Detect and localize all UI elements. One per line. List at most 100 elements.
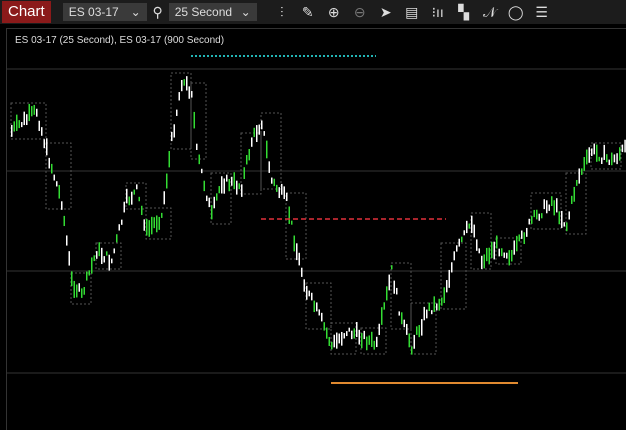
chart-tab[interactable]: Chart: [2, 1, 51, 23]
price-bar: [573, 186, 575, 202]
htf-bar: [330, 322, 357, 355]
price-bar: [306, 285, 308, 300]
price-bar: [586, 149, 588, 165]
zoom-out-icon[interactable]: ⊖: [353, 3, 366, 20]
chevron-down-icon: ⌄: [240, 5, 251, 19]
strategy-icon[interactable]: 𝒩: [482, 3, 497, 20]
price-bar: [591, 148, 593, 157]
price-bar: [141, 205, 143, 216]
price-bar: [258, 124, 260, 135]
price-bar: [171, 131, 173, 142]
htf-bar: [410, 302, 437, 355]
htf-bar: [470, 212, 492, 270]
price-bar: [421, 319, 423, 336]
price-bar: [58, 185, 60, 199]
price-bar: [383, 302, 385, 310]
zoom-in-icon[interactable]: ⊕: [327, 3, 340, 20]
price-bar: [218, 186, 220, 194]
bar-type-icon[interactable]: ⫶: [279, 3, 284, 20]
price-bar: [76, 284, 78, 298]
interval-selector[interactable]: 25 Second ⌄: [168, 3, 257, 21]
chart-panel[interactable]: ES 03-17 (25 Second), ES 03-17 (900 Seco…: [6, 28, 626, 430]
price-bar: [26, 114, 28, 126]
price-bar: [13, 121, 15, 132]
price-bar: [228, 178, 230, 192]
price-bar: [438, 298, 440, 311]
price-bar: [426, 309, 428, 319]
chart-style-icon[interactable]: ⁝ıı: [431, 3, 444, 20]
price-bar: [188, 86, 190, 99]
price-bar: [246, 155, 248, 165]
price-bar: [333, 334, 335, 348]
price-bar: [98, 242, 100, 257]
instrument-selector[interactable]: ES 03-17 ⌄: [62, 3, 147, 21]
templates-icon[interactable]: ▚: [458, 3, 470, 20]
price-bar: [348, 327, 350, 332]
price-bar: [378, 323, 380, 336]
price-bar: [166, 173, 168, 189]
price-bar: [251, 137, 253, 147]
refresh-icon[interactable]: ◯: [507, 3, 524, 20]
price-bar: [271, 177, 273, 184]
price-bar: [558, 211, 560, 225]
chart-toolbar: Chart ES 03-17 ⌄ ⚲ 25 Second ⌄ ⫶ ✎ ⊕ ⊖ ➤ ▤…: [0, 0, 626, 24]
price-bar: [131, 191, 133, 205]
price-bar: [136, 184, 138, 190]
list-icon[interactable]: ☰: [535, 3, 548, 20]
pointer-icon[interactable]: ➤: [379, 3, 392, 20]
price-bar: [486, 247, 488, 262]
price-bar: [356, 321, 358, 338]
price-bar: [186, 76, 188, 91]
price-bar: [386, 286, 388, 301]
price-bar: [621, 144, 624, 153]
price-bar: [468, 223, 470, 229]
price-bar: [563, 222, 565, 227]
price-bar: [293, 235, 295, 252]
price-bar: [238, 183, 240, 190]
price-bar: [256, 125, 258, 143]
price-bar: [624, 139, 626, 153]
price-bar: [566, 222, 568, 232]
price-bar: [68, 251, 70, 266]
price-bar: [606, 154, 608, 163]
price-bar: [101, 247, 103, 265]
price-bar: [481, 255, 483, 269]
instrument-value: ES 03-17: [68, 5, 119, 19]
htf-bar: [125, 182, 147, 210]
price-bar: [63, 215, 65, 227]
price-bar: [501, 248, 503, 257]
price-bar: [241, 184, 243, 197]
price-bar: [53, 174, 55, 181]
price-bar: [121, 219, 123, 225]
price-bar: [308, 290, 310, 297]
price-bar: [578, 168, 580, 184]
price-bar: [23, 111, 25, 126]
price-bar: [206, 195, 208, 202]
price-bar: [223, 178, 225, 194]
chart-title: ES 03-17 (25 Second), ES 03-17 (900 Seco…: [15, 35, 225, 46]
price-bar: [288, 206, 290, 224]
price-bar: [603, 144, 605, 160]
price-bar: [433, 296, 435, 312]
price-bar: [66, 235, 68, 246]
price-bar: [518, 234, 520, 242]
search-icon[interactable]: ⚲: [152, 3, 163, 20]
price-bar: [216, 193, 218, 201]
price-bar: [553, 200, 555, 216]
data-box-icon[interactable]: ▤: [405, 3, 419, 20]
price-bar: [461, 236, 463, 243]
price-bar: [298, 252, 300, 266]
price-bar: [536, 209, 538, 220]
price-plot: [7, 55, 626, 384]
price-bar: [296, 243, 298, 261]
price-bar: [61, 201, 63, 210]
price-bar: [493, 241, 495, 260]
price-bar: [576, 179, 578, 186]
pencil-icon[interactable]: ✎: [301, 3, 314, 20]
price-bar: [311, 292, 313, 301]
price-bar: [453, 251, 455, 261]
price-bar: [473, 224, 475, 238]
price-bar: [88, 270, 90, 276]
price-bar: [448, 269, 450, 288]
price-bar: [541, 213, 543, 219]
